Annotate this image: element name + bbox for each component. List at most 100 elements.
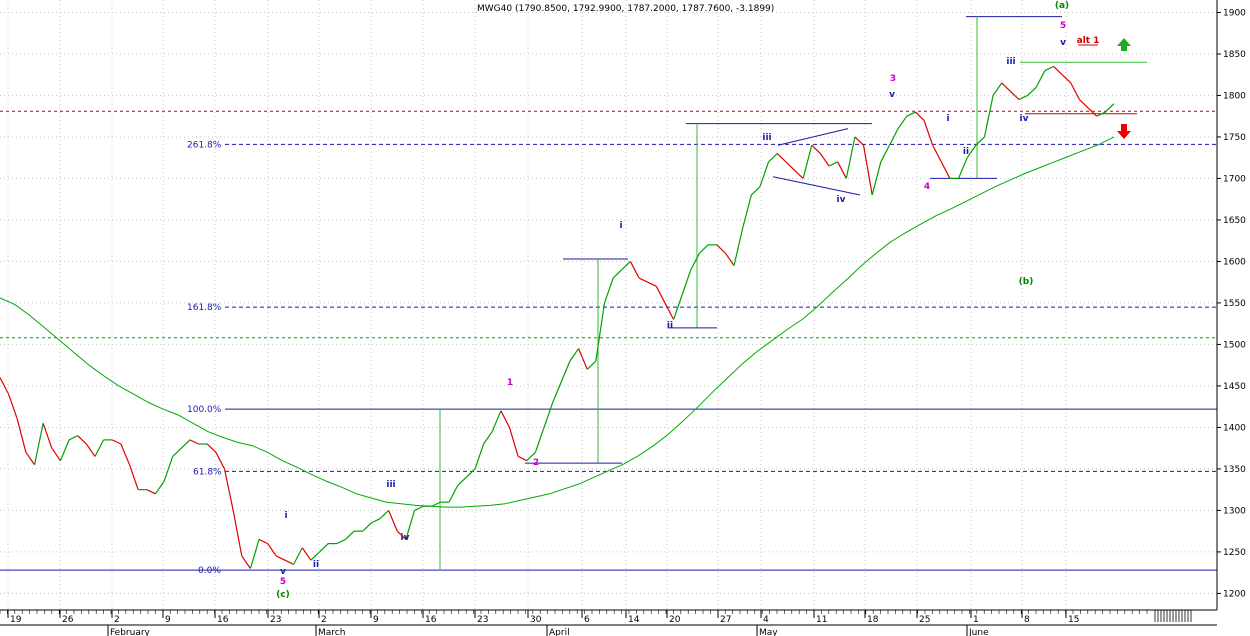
fib-levels: 261.8% 161.8% 100.0% 61.8% 0.0% xyxy=(0,140,1217,576)
price-segment xyxy=(768,153,778,163)
price-segment xyxy=(750,186,761,196)
price-segment xyxy=(154,481,165,495)
price-segment xyxy=(794,169,804,179)
price-segment xyxy=(1079,99,1089,109)
x-tick-label: 15 xyxy=(1068,615,1079,625)
price-segment xyxy=(508,427,519,457)
price-segment xyxy=(85,443,96,457)
grid-lines xyxy=(0,0,1217,610)
price-segment xyxy=(690,252,701,271)
fib-label: 61.8% xyxy=(193,467,222,477)
price-segment xyxy=(25,451,36,466)
price-segment xyxy=(888,128,899,146)
price-segment xyxy=(1018,94,1028,101)
x-tick-label: 16 xyxy=(425,615,437,625)
price-segment xyxy=(595,302,606,362)
price-segment xyxy=(811,144,821,154)
x-tick-label: 20 xyxy=(669,615,681,625)
price-segment xyxy=(379,509,390,520)
wave-label: (c) xyxy=(276,590,290,600)
price-segment xyxy=(845,136,856,179)
price-segment xyxy=(629,261,640,279)
wave-label: (b) xyxy=(1019,277,1034,287)
price-segment xyxy=(526,451,536,462)
price-segment xyxy=(862,145,873,196)
price-segment xyxy=(983,95,994,138)
wave-label: iv xyxy=(1020,114,1029,124)
price-segment xyxy=(362,522,372,532)
x-tick-label: 2 xyxy=(321,615,327,625)
x-tick-label: 9 xyxy=(165,615,171,625)
price-segment xyxy=(681,269,692,295)
price-segment xyxy=(776,153,787,163)
price-segment xyxy=(491,410,502,432)
price-segment xyxy=(215,452,226,470)
price-segment xyxy=(1053,65,1063,76)
price-segment xyxy=(241,555,251,569)
price-segment xyxy=(206,443,217,453)
price-segment xyxy=(448,485,459,503)
y-tick-label: 1800 xyxy=(1223,91,1246,101)
price-segment xyxy=(802,145,813,179)
trend-lines xyxy=(439,16,1147,571)
price-segment xyxy=(897,115,908,129)
x-tick-label: 18 xyxy=(867,615,879,625)
fib-label: 261.8% xyxy=(187,140,222,150)
price-segment xyxy=(1001,82,1011,92)
wave-label: iii xyxy=(1006,57,1015,67)
fib-label: 100.0% xyxy=(187,405,222,415)
x-tick-label: 30 xyxy=(530,615,542,625)
price-segment xyxy=(923,120,934,146)
price-segment xyxy=(301,547,312,561)
plot-background xyxy=(0,0,1217,610)
wave-label: v xyxy=(280,567,286,577)
price-segment xyxy=(992,82,1003,96)
x-tick-label: 2 xyxy=(114,615,120,625)
wave-label: 1 xyxy=(507,378,513,388)
price-segment xyxy=(560,360,571,382)
price-segment xyxy=(534,427,545,453)
price-segment xyxy=(759,161,770,187)
x-tick-label: 23 xyxy=(477,615,488,625)
price-segment xyxy=(1061,74,1072,84)
price-segment xyxy=(146,489,156,495)
price-segment xyxy=(906,111,916,117)
x-tick-label: 8 xyxy=(1024,615,1030,625)
price-segment xyxy=(724,252,735,266)
price-segment xyxy=(880,144,891,163)
fib-label: 161.8% xyxy=(187,303,222,313)
y-tick-label: 1650 xyxy=(1223,216,1246,226)
down-arrow-icon xyxy=(1117,124,1131,139)
price-segment xyxy=(180,439,191,449)
up-arrow-icon xyxy=(1117,38,1131,51)
price-segment xyxy=(232,510,243,557)
y-tick-label: 1550 xyxy=(1223,299,1246,309)
month-label: April xyxy=(549,628,570,636)
price-segment xyxy=(621,260,631,271)
wave-label: ii xyxy=(667,321,673,331)
wave-label: alt 1 xyxy=(1077,36,1100,46)
price-segment xyxy=(388,510,398,532)
triangle-upper-line xyxy=(777,128,849,146)
wave-labels: iv5(c)iiiiiiv12iiiiiiiv3v4iiiiiiiv(a)5v(… xyxy=(276,1,1099,600)
wave-label: v xyxy=(1060,38,1066,48)
price-segment xyxy=(68,435,78,441)
price-segment xyxy=(586,360,597,370)
price-segment xyxy=(51,447,61,461)
price-segment xyxy=(819,153,830,167)
price-segment xyxy=(249,539,260,569)
price-segment xyxy=(673,294,683,320)
y-axis: 1200 1250 1300 1350 1400 1450 1500 1550 1600 1650… xyxy=(1216,0,1246,610)
x-tick-label: 9 xyxy=(373,615,379,625)
price-segment xyxy=(59,439,70,461)
price-segment xyxy=(647,281,657,287)
price-segment xyxy=(189,439,199,445)
price-segment xyxy=(569,348,580,362)
price-segment xyxy=(612,269,623,279)
price-segment xyxy=(8,394,18,420)
price-segment xyxy=(414,505,424,511)
price-segment xyxy=(258,538,268,545)
price-segment xyxy=(603,277,614,304)
wave-label: ii xyxy=(963,147,969,157)
